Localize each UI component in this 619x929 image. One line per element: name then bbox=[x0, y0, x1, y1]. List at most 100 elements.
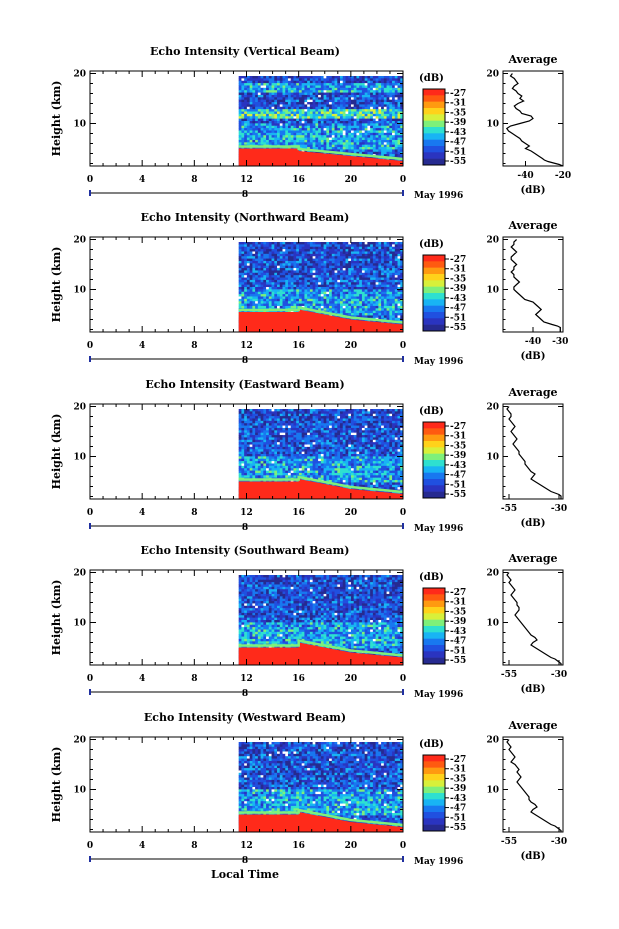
heatmap-cell bbox=[287, 251, 292, 255]
heatmap-cell bbox=[345, 147, 349, 150]
heatmap-cell bbox=[279, 123, 283, 127]
heatmap-cell bbox=[318, 284, 322, 288]
heatmap-cell bbox=[315, 294, 319, 297]
heatmap-cell bbox=[375, 260, 379, 264]
heatmap-cell bbox=[381, 268, 385, 271]
heatmap-cell bbox=[279, 289, 283, 293]
heatmap-cell bbox=[287, 263, 292, 267]
heatmap-cell bbox=[244, 106, 248, 110]
heatmap-cell bbox=[372, 284, 377, 288]
heatmap-cell bbox=[389, 99, 393, 103]
heatmap-cell bbox=[370, 87, 374, 91]
x-tick-label: 16 bbox=[292, 341, 305, 351]
heatmap-cell bbox=[383, 92, 387, 96]
heatmap-cell bbox=[260, 102, 264, 105]
heatmap-cell bbox=[359, 132, 363, 136]
heatmap-cell bbox=[367, 118, 371, 122]
heatmap-cell bbox=[386, 253, 390, 257]
heatmap-cell bbox=[361, 249, 366, 252]
heatmap-cell bbox=[238, 78, 242, 82]
heatmap-cell bbox=[331, 308, 335, 312]
heatmap-cell bbox=[255, 80, 259, 84]
heatmap-cell bbox=[318, 92, 322, 96]
heatmap-cell bbox=[359, 121, 363, 124]
heatmap-cell bbox=[268, 83, 272, 86]
heatmap-cell bbox=[252, 291, 256, 295]
heatmap-cell bbox=[326, 279, 330, 283]
heatmap-cell bbox=[392, 298, 396, 302]
heatmap-cell bbox=[353, 305, 357, 309]
heatmap-cell bbox=[361, 102, 366, 105]
heatmap-cell bbox=[348, 80, 352, 84]
heatmap-cell bbox=[323, 135, 327, 138]
heatmap-cell bbox=[318, 99, 322, 103]
heatmap-cell bbox=[307, 144, 311, 148]
heatmap-cell bbox=[323, 113, 327, 117]
heatmap-cell bbox=[320, 92, 324, 96]
heatmap-cell bbox=[378, 303, 382, 307]
heatmap-cell bbox=[359, 139, 363, 143]
heatmap-cell bbox=[285, 298, 289, 302]
heatmap-cell bbox=[356, 303, 360, 307]
heatmap-cell bbox=[329, 116, 333, 120]
heatmap-cell bbox=[255, 244, 259, 248]
heatmap-cell bbox=[285, 263, 289, 267]
heatmap-cell bbox=[348, 246, 352, 250]
heatmap-cell bbox=[340, 256, 344, 259]
heatmap-cell bbox=[252, 111, 256, 115]
heatmap-cell bbox=[249, 139, 253, 143]
heatmap-cell bbox=[383, 78, 387, 82]
heatmap-cell bbox=[271, 411, 275, 415]
heatmap-cell bbox=[353, 90, 357, 93]
colorbar-tick-label: -43 bbox=[450, 294, 466, 304]
heatmap-cell bbox=[249, 78, 253, 82]
heatmap-cell bbox=[301, 409, 305, 412]
heatmap-cell bbox=[241, 142, 245, 146]
heatmap-cell bbox=[241, 272, 245, 276]
heatmap-cell bbox=[246, 282, 251, 286]
heatmap-cell bbox=[290, 137, 294, 141]
heatmap-cell bbox=[252, 123, 256, 127]
heatmap-cell bbox=[394, 109, 398, 112]
heatmap-cell bbox=[301, 246, 305, 250]
heatmap-cell bbox=[370, 253, 374, 257]
heatmap-cell bbox=[375, 90, 379, 93]
heatmap-cell bbox=[334, 97, 338, 101]
heatmap-cell bbox=[323, 289, 327, 293]
heatmap-cell bbox=[337, 242, 341, 245]
heatmap-cell bbox=[257, 279, 261, 283]
heatmap-cell bbox=[309, 85, 314, 89]
heatmap-cell bbox=[331, 80, 335, 84]
heatmap-cell bbox=[268, 284, 272, 288]
heatmap-cell bbox=[296, 251, 300, 255]
heatmap-cell bbox=[364, 147, 368, 150]
heatmap-cell bbox=[290, 246, 294, 250]
heatmap-cell bbox=[285, 116, 289, 120]
heatmap-cell bbox=[298, 282, 303, 286]
heatmap-cell bbox=[326, 289, 330, 293]
heatmap-cell bbox=[304, 102, 308, 105]
heatmap-cell bbox=[304, 287, 308, 290]
heatmap-cell bbox=[370, 270, 374, 274]
heatmap-cell bbox=[282, 135, 286, 138]
heatmap-cell bbox=[361, 258, 366, 262]
heatmap-cell bbox=[301, 80, 305, 84]
heatmap-cell bbox=[304, 118, 308, 122]
heatmap-cell bbox=[318, 87, 322, 91]
heatmap-cell bbox=[381, 296, 385, 300]
heatmap-cell bbox=[345, 132, 349, 136]
heatmap-cell bbox=[370, 111, 374, 115]
heatmap-cell bbox=[392, 265, 396, 269]
heatmap-cell bbox=[263, 275, 267, 278]
heatmap-cell bbox=[266, 263, 270, 267]
heatmap-cell bbox=[370, 94, 374, 98]
heatmap-cell bbox=[309, 135, 314, 138]
heatmap-cell bbox=[334, 128, 338, 131]
heatmap-cell bbox=[277, 277, 281, 281]
colorbar-unit: (dB) bbox=[419, 239, 444, 250]
heatmap-cell bbox=[304, 409, 308, 412]
heatmap-cell bbox=[381, 85, 385, 89]
heatmap-cell bbox=[244, 409, 248, 412]
heatmap-cell bbox=[301, 90, 305, 93]
heatmap-cell bbox=[329, 111, 333, 115]
